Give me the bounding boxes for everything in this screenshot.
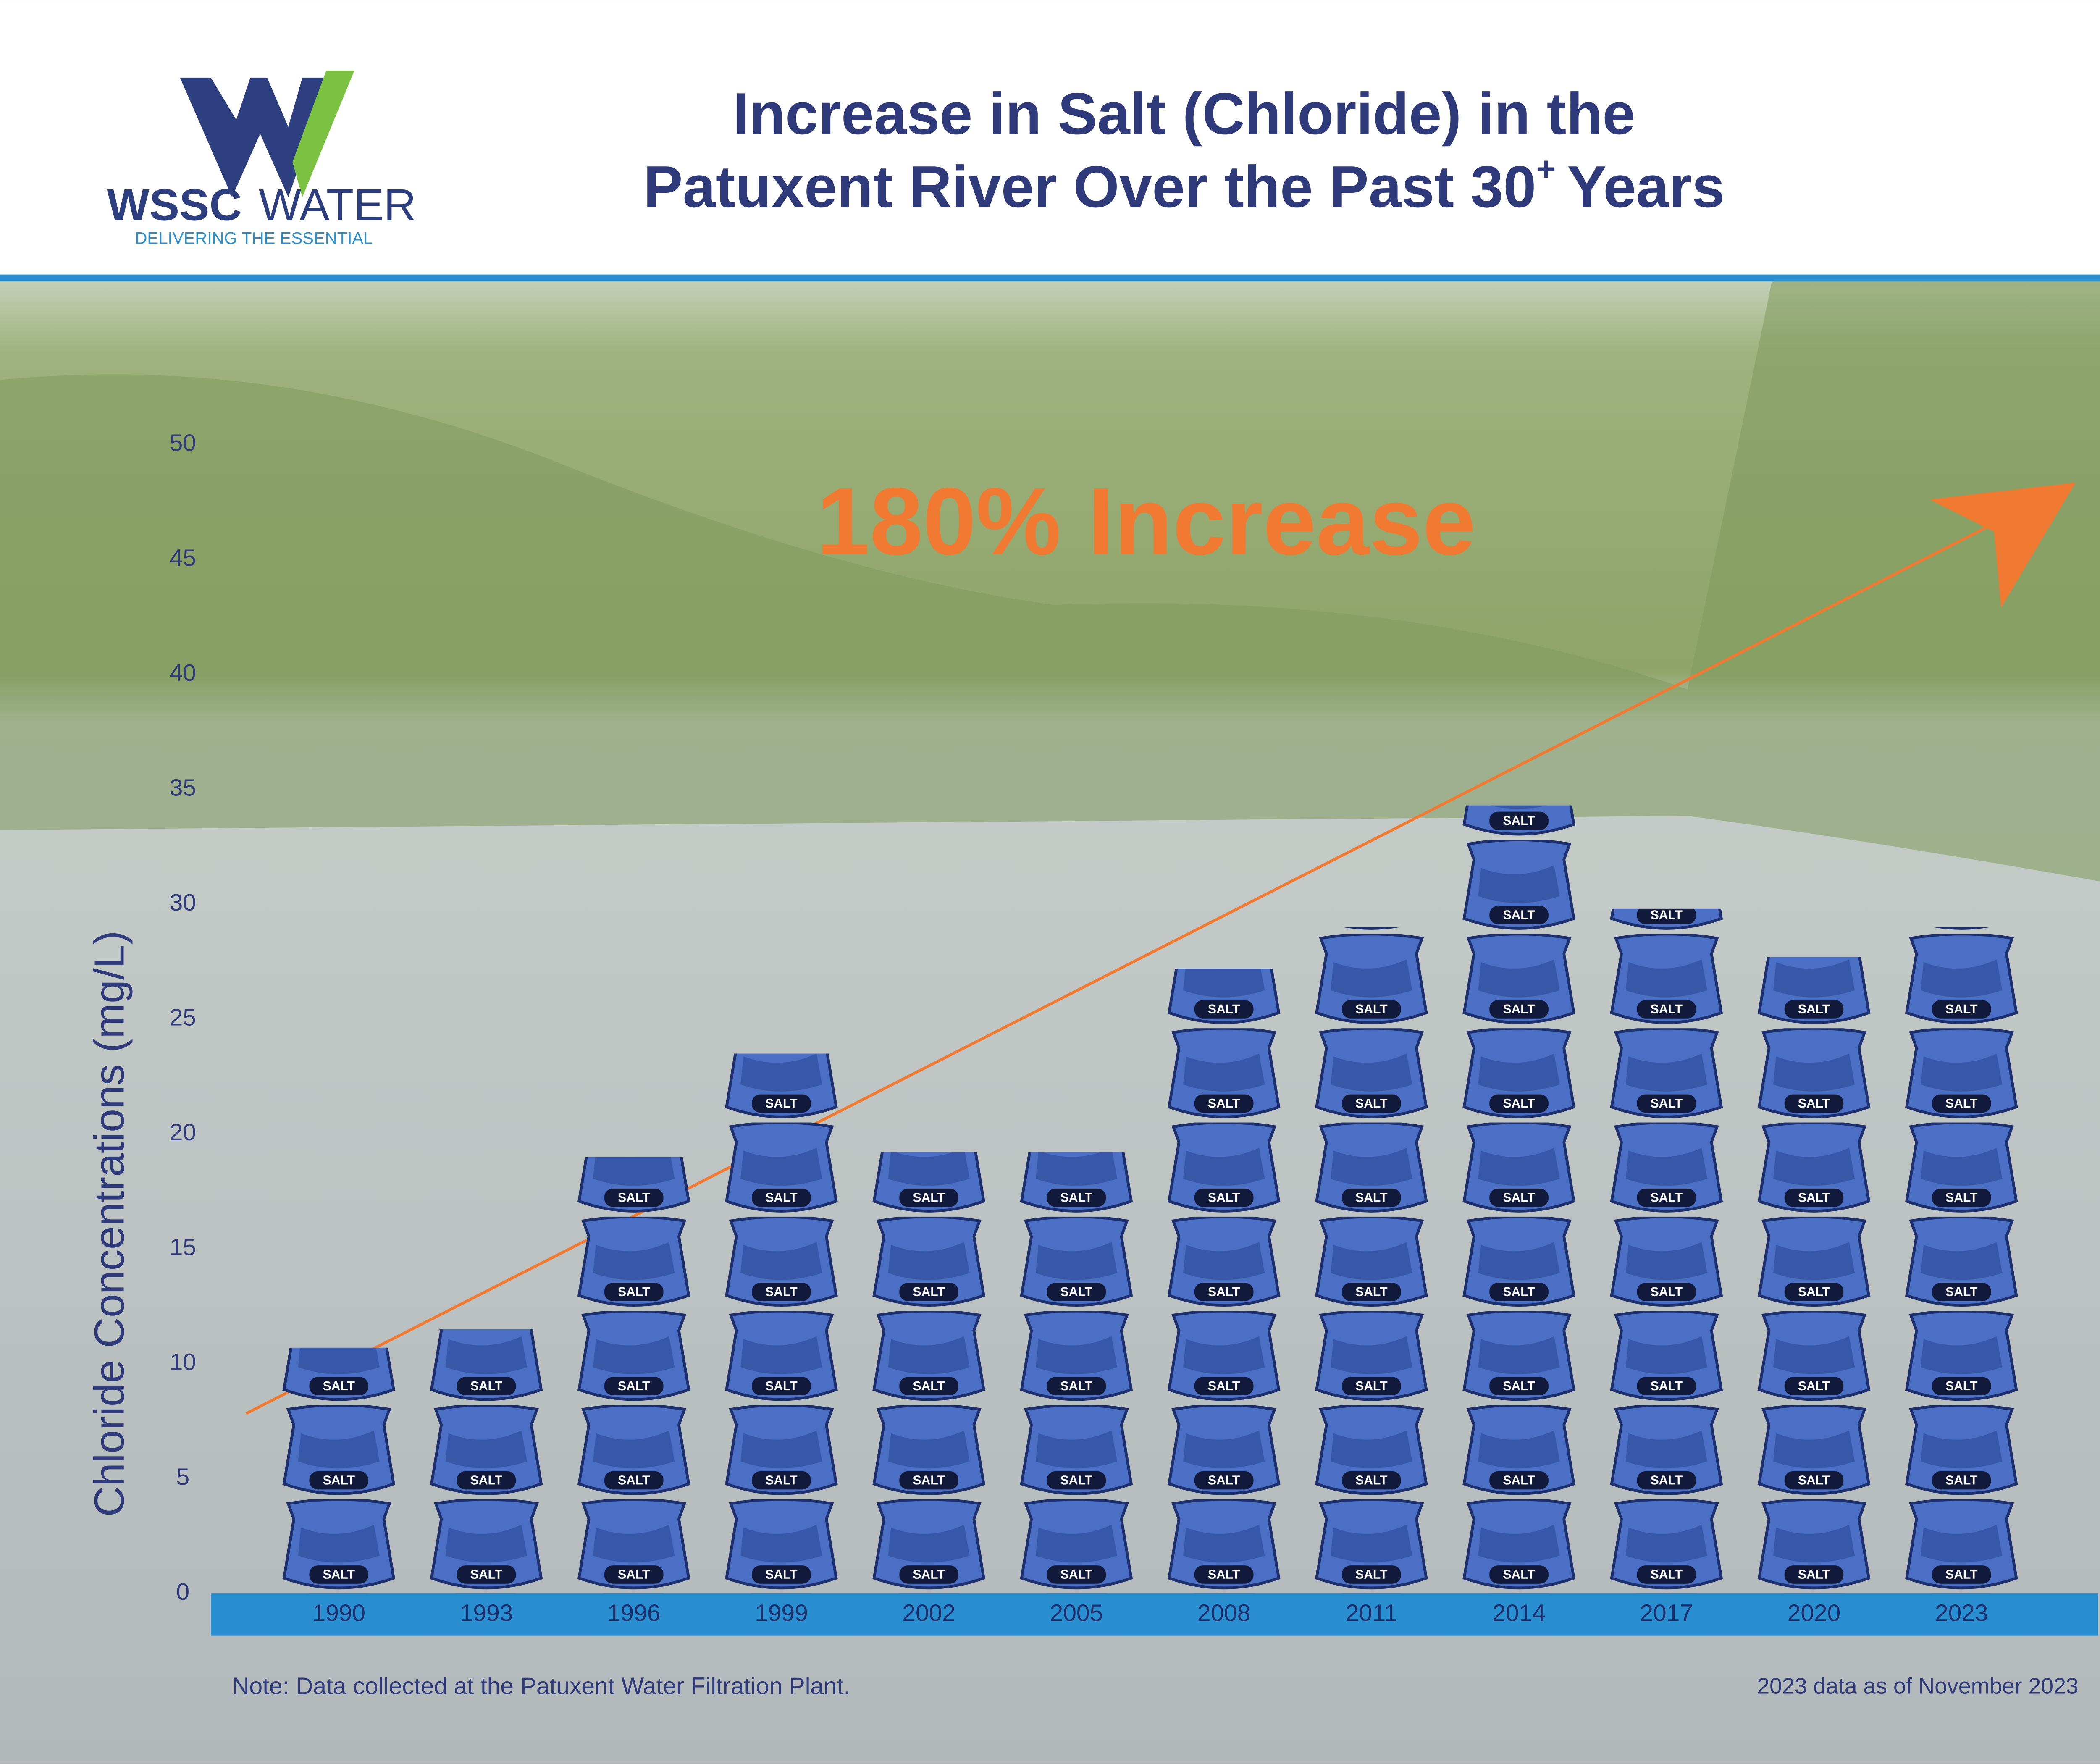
logo-mark xyxy=(180,77,331,197)
y-tick-label: 50 xyxy=(170,430,196,457)
x-tick-label: 1990 xyxy=(312,1599,365,1626)
header xyxy=(0,0,2100,276)
y-tick-label: 20 xyxy=(170,1119,196,1146)
bar xyxy=(576,1157,692,1594)
x-tick-label: 2002 xyxy=(902,1599,956,1626)
annotation: 180% Increase xyxy=(816,468,1475,575)
logo-tagline: DELIVERING THE ESSENTIAL xyxy=(135,228,373,247)
y-tick-label: 25 xyxy=(170,1004,196,1031)
trend-line xyxy=(245,514,2012,1415)
header-rule xyxy=(0,274,2100,282)
bar xyxy=(1314,927,1429,1594)
x-tick-label: 1999 xyxy=(755,1599,808,1626)
x-tick-label: 2023 xyxy=(1935,1599,1988,1626)
baseline-strip xyxy=(211,1593,2098,1636)
x-tick-label: 1993 xyxy=(460,1599,513,1626)
y-axis-label: Chloride Concentrations (mg/L) xyxy=(86,931,133,1517)
bar xyxy=(1903,927,2019,1594)
trend-arrow xyxy=(1929,483,2076,608)
x-tick-label: 2005 xyxy=(1050,1599,1103,1626)
title-line-2: Patuxent River Over the Past 30+ Years xyxy=(643,150,1725,220)
title-line-1: Increase in Salt (Chloride) in the xyxy=(733,81,1635,147)
bar xyxy=(1166,969,1282,1594)
note-left: Note: Data collected at the Patuxent Wat… xyxy=(232,1673,850,1700)
y-tick-label: 0 xyxy=(176,1578,189,1605)
bar xyxy=(1756,957,1872,1594)
y-tick-label: 10 xyxy=(170,1349,196,1376)
y-tick-label: 15 xyxy=(170,1234,196,1261)
x-tick-label: 2011 xyxy=(1346,1599,1397,1626)
x-tick-label: 2014 xyxy=(1492,1599,1546,1626)
y-tick-label: 45 xyxy=(170,544,196,571)
bar xyxy=(281,1347,397,1594)
bar xyxy=(428,1329,544,1594)
logo-name: WSSC xyxy=(107,180,242,230)
x-tick-label: 2020 xyxy=(1788,1599,1841,1626)
title-part: Years xyxy=(1567,154,1725,220)
x-tick-label: 2008 xyxy=(1197,1599,1251,1626)
title-sup: + xyxy=(1536,150,1556,188)
title-part: Patuxent River Over the Past 30 xyxy=(643,154,1536,220)
y-tick-label: 40 xyxy=(170,659,196,686)
bar xyxy=(871,1152,987,1594)
bar xyxy=(1609,908,1725,1594)
logo-accent xyxy=(292,71,354,197)
tree-line xyxy=(0,281,2100,882)
logo: WSSC WATER DELIVERING THE ESSENTIAL xyxy=(107,71,416,247)
y-tick-label: 5 xyxy=(176,1464,189,1491)
x-tick-label: 2017 xyxy=(1640,1599,1693,1626)
logo-name2: WATER xyxy=(259,180,416,230)
bar xyxy=(1461,805,1577,1594)
y-tick-label: 35 xyxy=(170,774,196,801)
bar xyxy=(1018,1152,1134,1594)
x-tick-label: 1996 xyxy=(607,1599,661,1626)
y-tick-label: 30 xyxy=(170,889,196,916)
bar xyxy=(724,1053,839,1594)
note-right: 2023 data as of November 2023 xyxy=(1757,1674,2078,1699)
